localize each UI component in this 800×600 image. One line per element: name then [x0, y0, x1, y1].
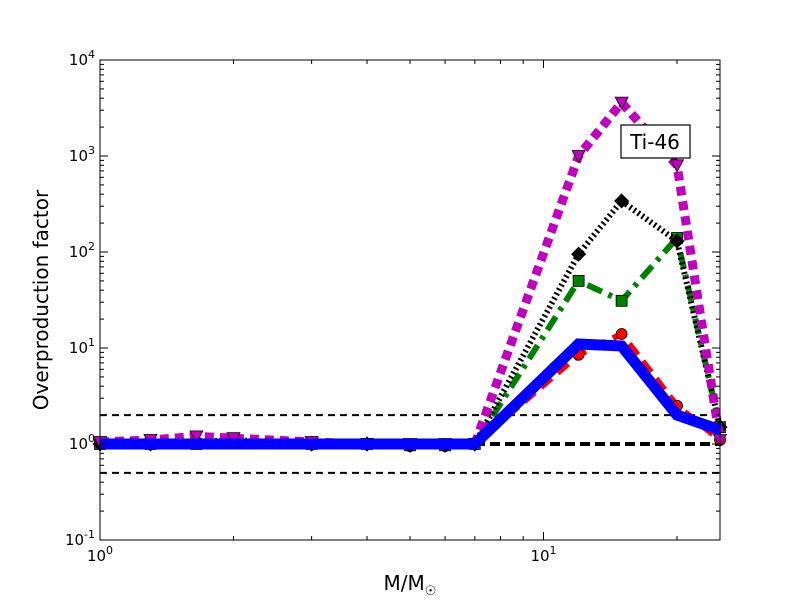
series-2-point-9 — [571, 246, 587, 262]
series-3-point-10 — [614, 96, 629, 110]
series-3-point-9 — [571, 150, 586, 164]
series-line-2 — [100, 196, 723, 449]
y-tick-label-2: 101 — [69, 336, 95, 357]
x-axis-label-subscript: ☉ — [425, 584, 437, 599]
annotation-box: Ti-46 — [620, 124, 691, 159]
y-tick-label-5: 104 — [69, 48, 95, 69]
annotation-frame — [620, 124, 691, 159]
x-axis-label-main: M/M — [384, 571, 425, 595]
x-tick-label-0: 100 — [87, 544, 113, 565]
x-axis-label: M/M☉ — [384, 571, 437, 599]
series-1-point-10 — [615, 294, 628, 307]
annotation-label: Ti-46 — [629, 130, 680, 154]
series-0-point-10 — [615, 328, 628, 340]
series-line-4 — [100, 338, 722, 450]
series-3-point-2 — [189, 430, 204, 444]
y-tick-label-0: 10-1 — [65, 528, 95, 549]
series-2-point-10 — [614, 193, 630, 209]
series-2-point-11 — [669, 233, 685, 249]
x-tick-label-1: 101 — [530, 544, 556, 565]
y-tick-label-1: 100 — [69, 432, 95, 453]
y-tick-label-3: 102 — [69, 240, 95, 261]
y-tick-label-4: 103 — [69, 144, 95, 165]
y-axis-label: Overproduction factor — [29, 189, 53, 410]
plot-frame — [99, 59, 721, 541]
series-line-1 — [100, 231, 723, 449]
series-3-point-11 — [669, 159, 685, 173]
series-1-point-9 — [572, 274, 585, 287]
series-layer — [92, 95, 728, 453]
